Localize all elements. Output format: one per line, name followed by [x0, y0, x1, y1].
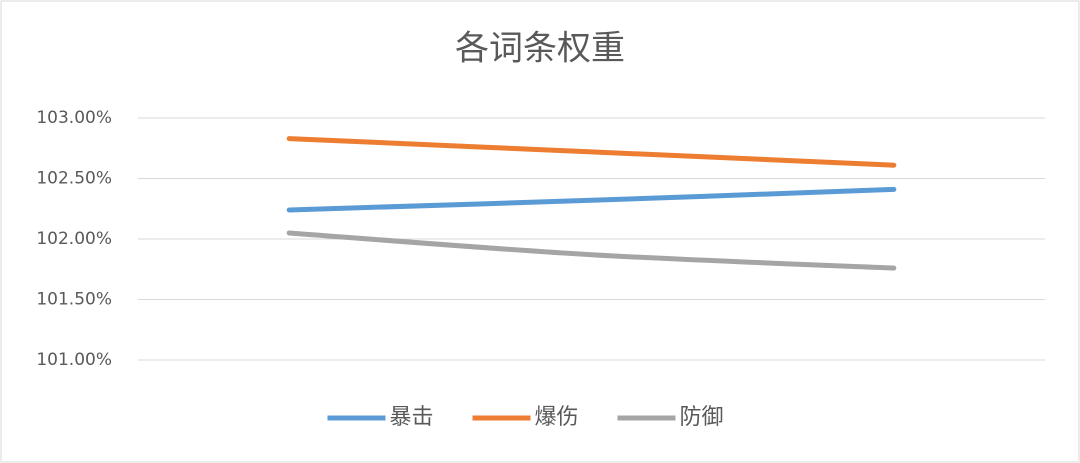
- legend-label: 爆伤: [535, 405, 579, 430]
- y-tick-label: 101.50%: [36, 290, 112, 310]
- legend-label: 防御: [680, 405, 724, 430]
- series-line: [286, 230, 897, 271]
- y-tick-label: 103.00%: [36, 108, 112, 128]
- y-tick-label: 102.50%: [36, 169, 112, 189]
- legend-label: 暴击: [390, 405, 434, 430]
- y-tick-label: 101.00%: [36, 350, 112, 370]
- series-line: [286, 136, 897, 168]
- chart-title: 各词条权重: [455, 29, 625, 69]
- y-tick-label: 102.00%: [36, 229, 112, 249]
- series-line: [286, 186, 897, 213]
